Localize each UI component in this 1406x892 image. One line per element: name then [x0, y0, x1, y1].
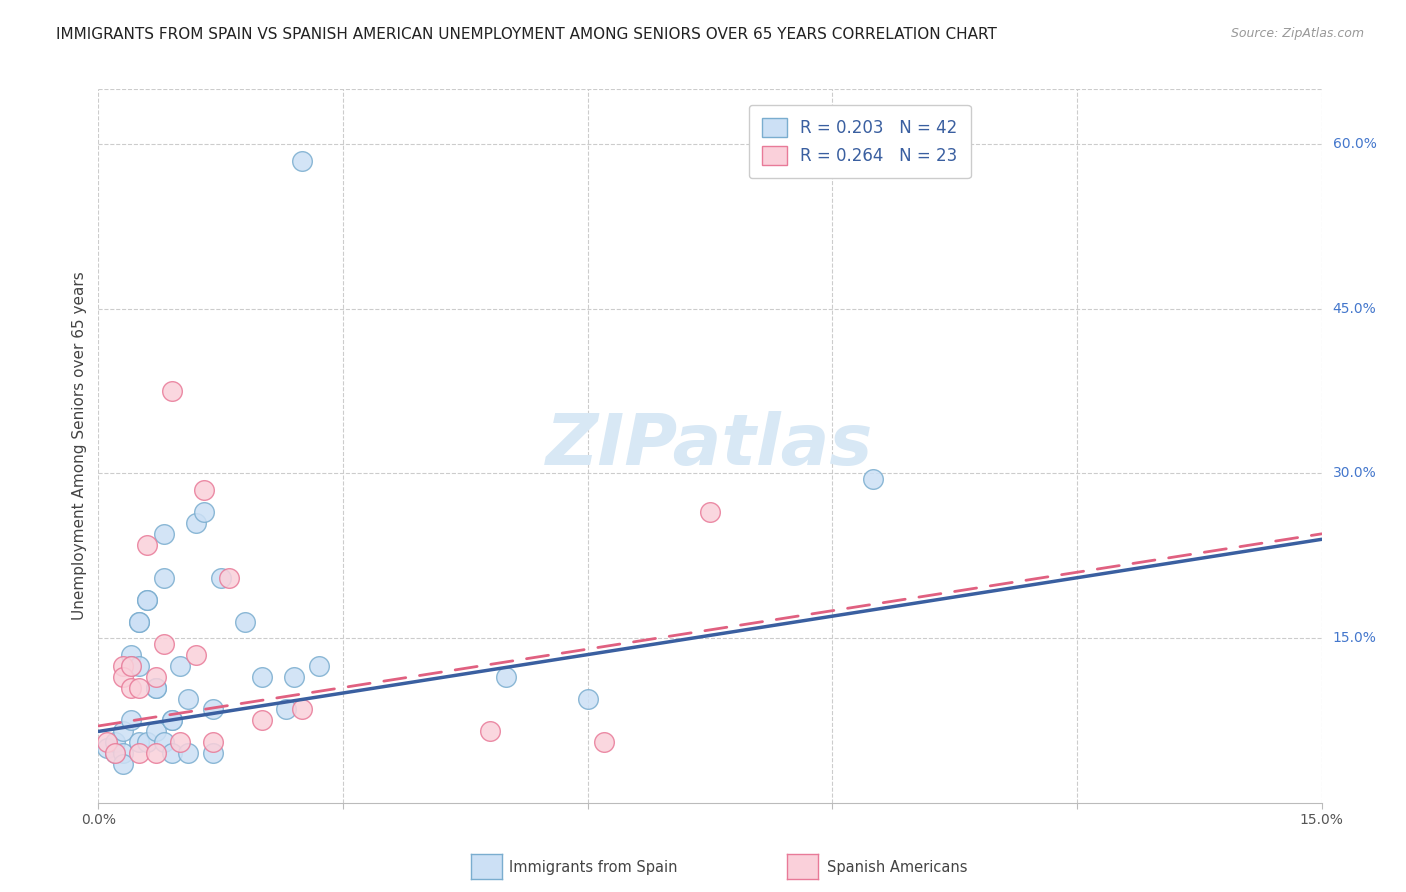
Point — [169, 735, 191, 749]
Point — [136, 735, 159, 749]
Point — [104, 747, 127, 761]
Point — [111, 747, 134, 761]
Point — [201, 735, 224, 749]
Point — [177, 691, 200, 706]
Point — [128, 747, 150, 761]
Text: IMMIGRANTS FROM SPAIN VS SPANISH AMERICAN UNEMPLOYMENT AMONG SENIORS OVER 65 YEA: IMMIGRANTS FROM SPAIN VS SPANISH AMERICA… — [56, 27, 997, 42]
Point — [145, 681, 167, 695]
Point — [478, 724, 501, 739]
Point — [120, 658, 142, 673]
Point — [193, 505, 215, 519]
Point — [291, 153, 314, 168]
Point — [111, 724, 134, 739]
Text: 60.0%: 60.0% — [1333, 137, 1376, 151]
Point — [250, 669, 273, 683]
Point — [152, 526, 174, 541]
Text: 15.0%: 15.0% — [1333, 632, 1376, 645]
Text: Source: ZipAtlas.com: Source: ZipAtlas.com — [1230, 27, 1364, 40]
Point — [193, 483, 215, 497]
Point — [136, 592, 159, 607]
Point — [593, 735, 616, 749]
Point — [209, 571, 232, 585]
Point — [152, 735, 174, 749]
Point — [96, 735, 118, 749]
Point — [233, 615, 256, 629]
Point — [160, 747, 183, 761]
Point — [186, 516, 208, 530]
Point — [152, 637, 174, 651]
Point — [128, 735, 150, 749]
Point — [96, 740, 118, 755]
Point — [111, 757, 134, 772]
Point — [145, 747, 167, 761]
Point — [862, 472, 884, 486]
Point — [201, 702, 224, 716]
Point — [128, 681, 150, 695]
Point — [160, 384, 183, 398]
Y-axis label: Unemployment Among Seniors over 65 years: Unemployment Among Seniors over 65 years — [72, 272, 87, 620]
Point — [145, 724, 167, 739]
Point — [308, 658, 330, 673]
Point — [169, 658, 191, 673]
Point — [177, 747, 200, 761]
Point — [128, 658, 150, 673]
Point — [160, 714, 183, 728]
Point — [152, 571, 174, 585]
Point — [283, 669, 305, 683]
Point — [128, 615, 150, 629]
Point — [250, 714, 273, 728]
Point — [120, 681, 142, 695]
Point — [136, 592, 159, 607]
Point — [218, 571, 240, 585]
Text: 45.0%: 45.0% — [1333, 301, 1376, 316]
Point — [160, 714, 183, 728]
Point — [576, 691, 599, 706]
Point — [120, 648, 142, 662]
Text: Immigrants from Spain: Immigrants from Spain — [509, 860, 678, 874]
Point — [128, 615, 150, 629]
Point — [104, 735, 127, 749]
Point — [145, 669, 167, 683]
Text: ZIPatlas: ZIPatlas — [547, 411, 873, 481]
Text: 30.0%: 30.0% — [1333, 467, 1376, 481]
Point — [120, 714, 142, 728]
Point — [111, 658, 134, 673]
Text: Spanish Americans: Spanish Americans — [827, 860, 967, 874]
Point — [201, 747, 224, 761]
Point — [274, 702, 297, 716]
Point — [145, 681, 167, 695]
Point — [495, 669, 517, 683]
Point — [186, 648, 208, 662]
Point — [111, 669, 134, 683]
Point — [291, 702, 314, 716]
Point — [104, 747, 127, 761]
Point — [120, 658, 142, 673]
Point — [699, 505, 721, 519]
Legend: R = 0.203   N = 42, R = 0.264   N = 23: R = 0.203 N = 42, R = 0.264 N = 23 — [748, 104, 970, 178]
Point — [136, 538, 159, 552]
